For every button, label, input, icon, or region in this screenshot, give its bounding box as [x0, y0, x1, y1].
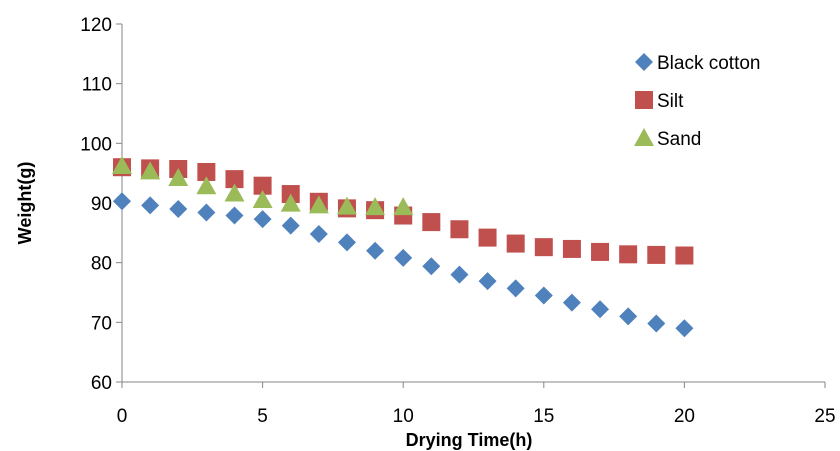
y-tick-label: 90	[91, 194, 112, 215]
data-point-triangle	[196, 176, 217, 195]
legend-item: Sand	[634, 128, 701, 150]
data-point-square	[562, 239, 581, 258]
data-point-diamond	[534, 286, 553, 305]
data-point-diamond	[366, 241, 385, 260]
series-diamond	[113, 192, 694, 338]
data-point-triangle	[393, 197, 414, 216]
data-point-diamond	[478, 272, 497, 291]
data-point-triangle	[252, 190, 273, 209]
data-point-square	[225, 170, 244, 189]
legend: Black cotton Silt Sand	[634, 53, 761, 150]
axis-titles: Drying Time(h) Weight(g)	[15, 162, 532, 450]
x-tick-label: 20	[674, 406, 695, 427]
data-point-square	[591, 242, 610, 261]
data-point-triangle	[308, 195, 329, 214]
y-tick-label: 120	[80, 15, 112, 36]
y-axis-ticks: 60 70 80 90 100 110 120	[80, 15, 122, 394]
data-point-diamond	[197, 203, 216, 222]
series-triangle	[112, 156, 414, 216]
y-tick-label: 60	[91, 373, 112, 394]
data-point-diamond	[647, 314, 666, 333]
data-point-diamond	[450, 265, 469, 284]
plot-area	[121, 24, 825, 383]
x-axis-title: Drying Time(h)	[406, 430, 533, 450]
legend-marker-square	[635, 91, 653, 109]
data-point-square	[534, 238, 553, 257]
data-point-diamond	[619, 307, 638, 326]
y-axis-title: Weight(g)	[15, 162, 35, 245]
y-tick-label: 110	[82, 75, 112, 96]
x-tick-label: 15	[533, 406, 554, 427]
data-point-triangle	[112, 156, 132, 175]
x-tick-label: 5	[257, 406, 268, 427]
data-point-triangle	[336, 196, 357, 215]
x-tick-label: 0	[117, 406, 128, 427]
data-point-square	[647, 245, 666, 264]
data-point-triangle	[168, 167, 189, 186]
data-point-square	[675, 246, 694, 265]
data-point-diamond	[675, 319, 694, 338]
data-point-diamond	[422, 257, 441, 276]
legend-label: Silt	[657, 91, 684, 112]
data-point-diamond	[225, 206, 244, 225]
data-point-diamond	[113, 192, 131, 211]
legend-label: Black cotton	[657, 53, 761, 74]
legend-marker-triangle	[634, 128, 654, 146]
data-point-square	[506, 234, 525, 253]
data-point-diamond	[562, 293, 581, 312]
x-tick-label: 10	[393, 406, 414, 427]
y-tick-label: 100	[80, 134, 112, 155]
data-point-triangle	[280, 193, 301, 212]
data-point-triangle	[140, 161, 161, 180]
data-point-square	[253, 176, 272, 195]
data-point-diamond	[309, 225, 328, 244]
data-point-square	[422, 213, 441, 232]
data-point-square	[450, 220, 469, 239]
legend-item: Black cotton	[635, 53, 761, 74]
legend-item: Silt	[635, 91, 684, 112]
data-point-diamond	[141, 196, 160, 215]
y-tick-label: 80	[91, 254, 112, 275]
data-point-diamond	[506, 279, 525, 298]
series-layer	[112, 156, 694, 338]
legend-marker-diamond	[635, 53, 653, 71]
data-point-square	[619, 245, 638, 264]
x-tick-label: 25	[814, 406, 835, 427]
data-point-diamond	[394, 248, 413, 267]
data-point-square	[478, 228, 497, 247]
data-point-diamond	[169, 199, 188, 218]
data-point-diamond	[281, 216, 300, 235]
data-point-triangle	[224, 183, 245, 202]
data-point-diamond	[253, 210, 272, 229]
legend-label: Sand	[657, 129, 701, 150]
data-point-square	[197, 162, 216, 181]
data-point-diamond	[591, 300, 610, 319]
data-point-diamond	[337, 233, 356, 252]
x-axis-ticks: 0 5 10 15 20 25	[117, 382, 836, 427]
y-tick-label: 70	[91, 313, 112, 334]
data-point-triangle	[365, 197, 386, 216]
